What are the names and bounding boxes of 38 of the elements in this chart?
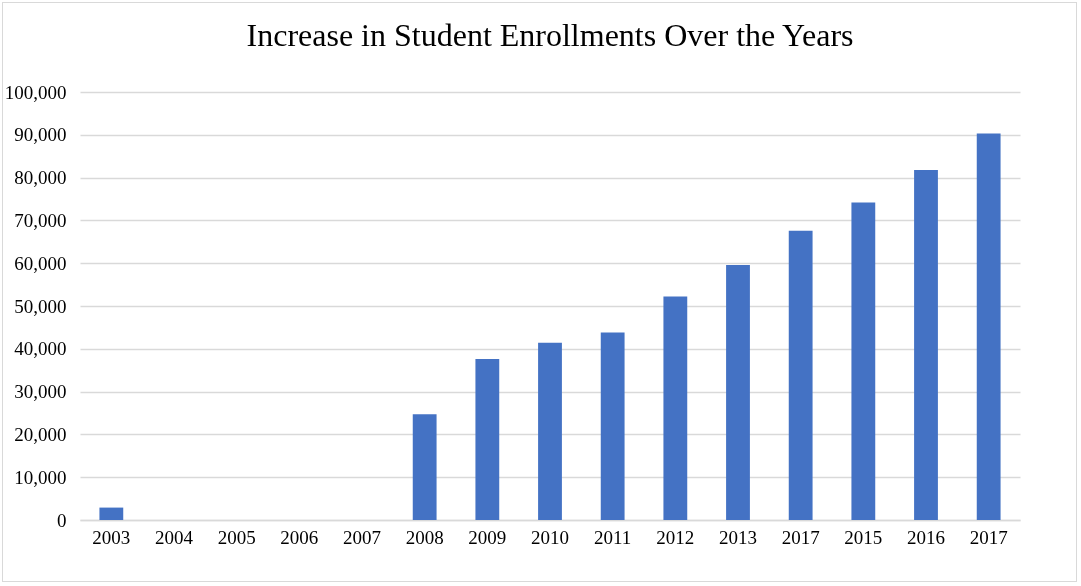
y-tick-label: 30,000 xyxy=(14,381,67,403)
y-tick-label: 20,000 xyxy=(14,423,67,445)
x-tick-label: 2017 xyxy=(781,526,820,548)
bar xyxy=(726,264,750,520)
y-tick-label: 40,000 xyxy=(14,338,67,360)
bar xyxy=(914,169,938,520)
x-tick-label: 2005 xyxy=(217,526,256,548)
bar xyxy=(663,296,688,520)
y-tick-label: 80,000 xyxy=(14,167,67,189)
bar xyxy=(99,507,124,520)
y-tick-label: 90,000 xyxy=(14,124,67,146)
bar xyxy=(600,332,625,520)
bar xyxy=(976,133,1001,520)
y-tick-label: 60,000 xyxy=(14,252,67,274)
y-tick-label: 70,000 xyxy=(14,209,67,231)
x-tick-label: 2009 xyxy=(468,526,507,548)
x-tick-label: 2011 xyxy=(594,526,632,548)
x-tick-label: 2008 xyxy=(405,526,444,548)
x-tick-label: 2015 xyxy=(844,526,883,548)
x-tick-label: 2017 xyxy=(969,526,1008,548)
x-tick-label: 2013 xyxy=(719,526,757,548)
x-tick-label: 2010 xyxy=(531,526,569,548)
bar xyxy=(851,202,876,520)
chart-title: Increase in Student Enrollments Over the Years xyxy=(246,17,854,53)
y-tick-label: 10,000 xyxy=(14,466,67,488)
y-tick-label: 0 xyxy=(57,509,67,531)
x-tick-label: 2016 xyxy=(907,526,945,548)
x-tick-label: 2003 xyxy=(92,526,131,548)
bar xyxy=(412,414,437,520)
bar xyxy=(538,342,562,520)
x-tick-label: 2012 xyxy=(656,526,695,548)
x-tick-label: 2004 xyxy=(155,526,194,548)
y-tick-label: 100,000 xyxy=(4,81,67,103)
x-tick-label: 2006 xyxy=(280,526,319,548)
y-tick-label: 50,000 xyxy=(14,295,67,317)
bar xyxy=(475,359,500,520)
x-tick-label: 2007 xyxy=(343,526,381,548)
bar xyxy=(788,230,813,520)
